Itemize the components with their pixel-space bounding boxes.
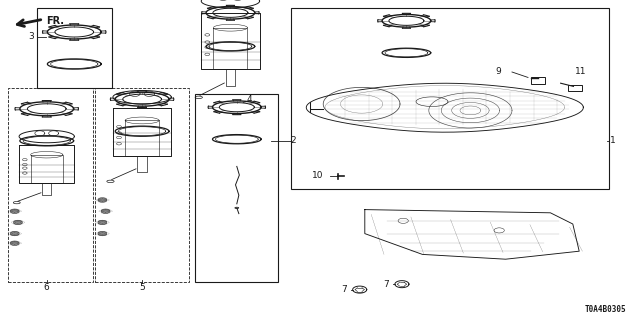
Text: 5: 5 xyxy=(140,284,145,292)
Bar xyxy=(291,8,609,189)
Text: 7: 7 xyxy=(383,280,388,289)
Circle shape xyxy=(101,209,110,213)
Text: 1: 1 xyxy=(611,136,616,145)
Text: 3: 3 xyxy=(28,32,33,41)
Circle shape xyxy=(98,198,107,202)
Circle shape xyxy=(98,231,107,236)
Text: 9: 9 xyxy=(495,68,500,76)
Bar xyxy=(531,77,545,84)
Bar xyxy=(195,94,278,282)
Circle shape xyxy=(10,209,19,213)
Bar xyxy=(37,8,112,88)
Bar xyxy=(8,88,93,282)
Circle shape xyxy=(13,220,22,225)
Circle shape xyxy=(98,220,107,225)
Text: 11: 11 xyxy=(575,68,587,76)
Circle shape xyxy=(10,231,19,236)
Text: 10: 10 xyxy=(312,172,323,180)
Circle shape xyxy=(10,241,19,245)
Text: 4: 4 xyxy=(247,95,252,104)
Text: FR.: FR. xyxy=(46,16,64,26)
Bar xyxy=(568,85,582,91)
Text: T0A4B0305: T0A4B0305 xyxy=(584,305,626,314)
Bar xyxy=(95,88,189,282)
Text: 2: 2 xyxy=(291,136,296,145)
Text: 6: 6 xyxy=(44,284,49,292)
Text: 7: 7 xyxy=(341,285,346,294)
